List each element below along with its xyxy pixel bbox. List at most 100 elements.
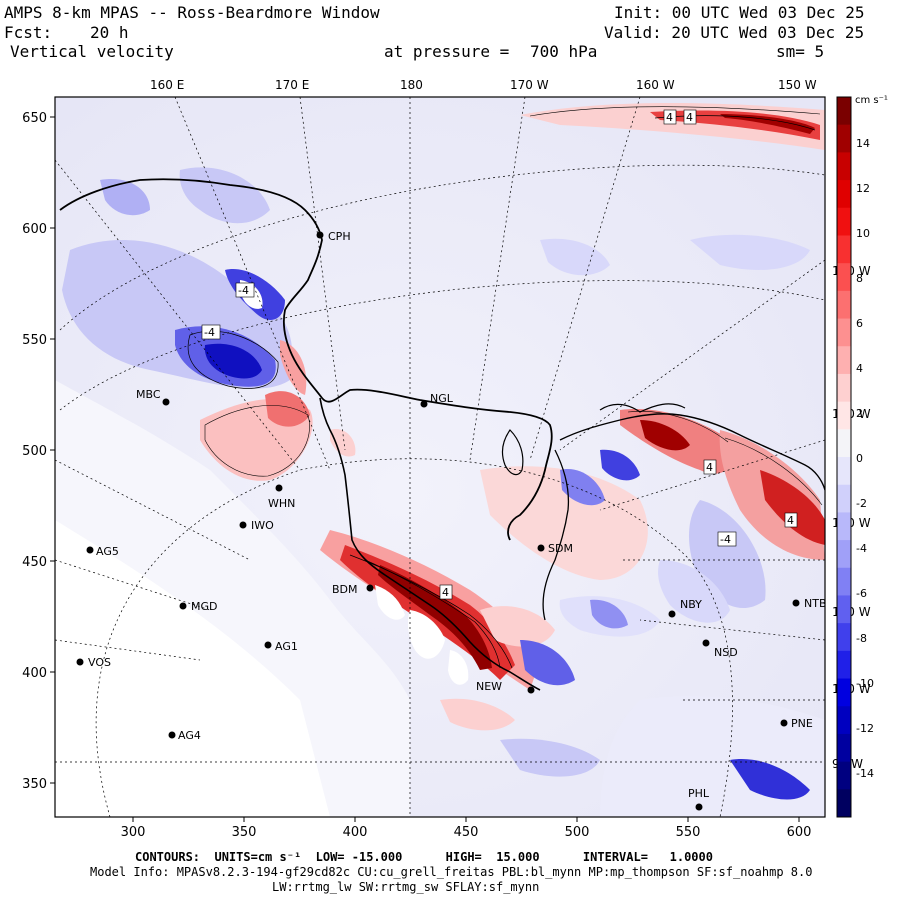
svg-text:CPH: CPH [328,230,351,243]
colorbar-labels: 14 12 10 8 6 4 2 0 -2 -4 -6 -8 -10 -12 -… [856,137,874,780]
colorbar-label: 6 [856,317,863,330]
colorbar-cell [837,567,851,596]
colorbar-cell [837,97,851,126]
colorbar-label: 2 [856,407,863,420]
map-title: AMPS 8-km MPAS -- Ross-Beardmore Window [4,3,380,22]
y-tick: 350 [22,777,47,792]
svg-text:NSD: NSD [714,646,738,659]
contour-label: 4 [686,111,693,124]
station-ag5: AG5 [86,545,119,558]
y-tick: 550 [22,333,47,348]
colorbar-cell [837,401,851,430]
y-tick: 650 [22,111,47,126]
x-tick: 350 [232,825,257,840]
svg-text:VOS: VOS [88,656,111,669]
x-tick: 600 [787,825,812,840]
contour-label: 4 [666,111,673,124]
colorbar-cell [837,318,851,347]
colorbar-cell [837,623,851,652]
colorbar-label: 10 [856,227,870,240]
colorbar-label: -12 [856,722,874,735]
contour-label: -4 [720,533,731,546]
field-name: Vertical velocity [10,42,174,61]
colorbar-cell [837,512,851,541]
model-info: Model Info: MPASv8.2.3-194-gf29cd82c CU:… [90,865,813,879]
svg-text:MGD: MGD [191,600,218,613]
colorbar-cell [837,263,851,292]
station-cph: CPH [316,230,351,243]
station-whn: WHN [268,484,295,510]
svg-text:PNE: PNE [791,717,813,730]
svg-text:SDM: SDM [548,542,573,555]
svg-text:NTB: NTB [804,597,827,610]
valid-time: Valid: 20 UTC Wed 03 Dec 25 [604,23,865,42]
colorbar-cell [837,650,851,680]
colorbar-label: 0 [856,452,863,465]
station-bdm: BDM [332,583,374,596]
colorbar-cell [837,733,851,763]
station-ntb: NTB [792,597,827,610]
contour-label: -4 [238,284,249,297]
svg-text:AG5: AG5 [96,545,119,558]
colorbar-cell [837,540,851,569]
colorbar-cell [837,373,851,403]
y-tick: 500 [22,444,47,459]
svg-text:AG1: AG1 [275,640,298,653]
station-group: CPH NGL MBC WHN IWO AG5 SDM BDM MGD AG1 … [76,230,827,811]
lon-label: 150 W [778,78,817,92]
colorbar-label: 4 [856,362,863,375]
colorbar-cell [837,290,851,320]
y-tick: 600 [22,222,47,237]
colorbar-cell [837,207,851,236]
contours-info: CONTOURS: UNITS=cm s⁻¹ LOW= -15.000 HIGH… [135,850,713,864]
colorbar-label: -14 [856,767,874,780]
colorbar-label: -10 [856,677,874,690]
station-phl: PHL [688,787,710,811]
colorbar-label: 8 [856,272,863,285]
contour-label: 4 [706,461,713,474]
station-new: NEW [476,680,535,694]
colorbar-cell [837,706,851,735]
colorbar-cell [837,595,851,624]
colorbar-cell [837,180,851,209]
svg-text:NBY: NBY [680,598,702,611]
station-ngl: NGL [420,392,454,408]
lon-label: 180 [400,78,423,92]
station-mbc: MBC [136,388,170,406]
forecast-hour: 20 h [90,23,129,42]
contour-label: 4 [787,514,794,527]
svg-text:AG4: AG4 [178,729,201,742]
x-tick: 500 [565,825,590,840]
colorbar-label: 12 [856,182,870,195]
colorbar-cell [837,678,851,707]
colorbar-cell [837,152,851,181]
svg-text:IWO: IWO [251,519,274,532]
svg-text:MBC: MBC [136,388,161,401]
pressure-value: 700 hPa [530,42,598,61]
svg-text:BDM: BDM [332,583,358,596]
svg-text:NGL: NGL [430,392,454,405]
colorbar-cell [837,457,851,486]
colorbar-units: cm s⁻¹ [855,95,888,106]
bottom-axis: 300 350 400 450 500 550 600 [121,817,812,840]
x-tick: 550 [676,825,701,840]
pressure-label: at pressure = [384,42,510,61]
svg-text:WHN: WHN [268,497,295,510]
contour-label-group: 4 4 -4 -4 4 4 4 -4 [201,109,798,600]
contour-label: -4 [204,326,215,339]
colorbar-cell [837,761,851,790]
station-iwo: IWO [239,519,274,532]
colorbar-label: -6 [856,587,867,600]
smoothing-value: sm= 5 [776,42,825,61]
x-tick: 400 [343,825,368,840]
svg-text:NEW: NEW [476,680,502,693]
colorbar-cell [837,484,851,513]
colorbar-cell [837,235,851,264]
colorbar-label: -8 [856,632,867,645]
y-tick: 400 [22,666,47,681]
colorbar: cm s⁻¹ 14 12 10 8 6 4 2 0 -2 -4 -6 -8 -1… [836,95,888,818]
station-nsd: NSD [702,639,738,659]
forecast-label: Fcst: [4,23,53,42]
svg-text:PHL: PHL [688,787,710,800]
